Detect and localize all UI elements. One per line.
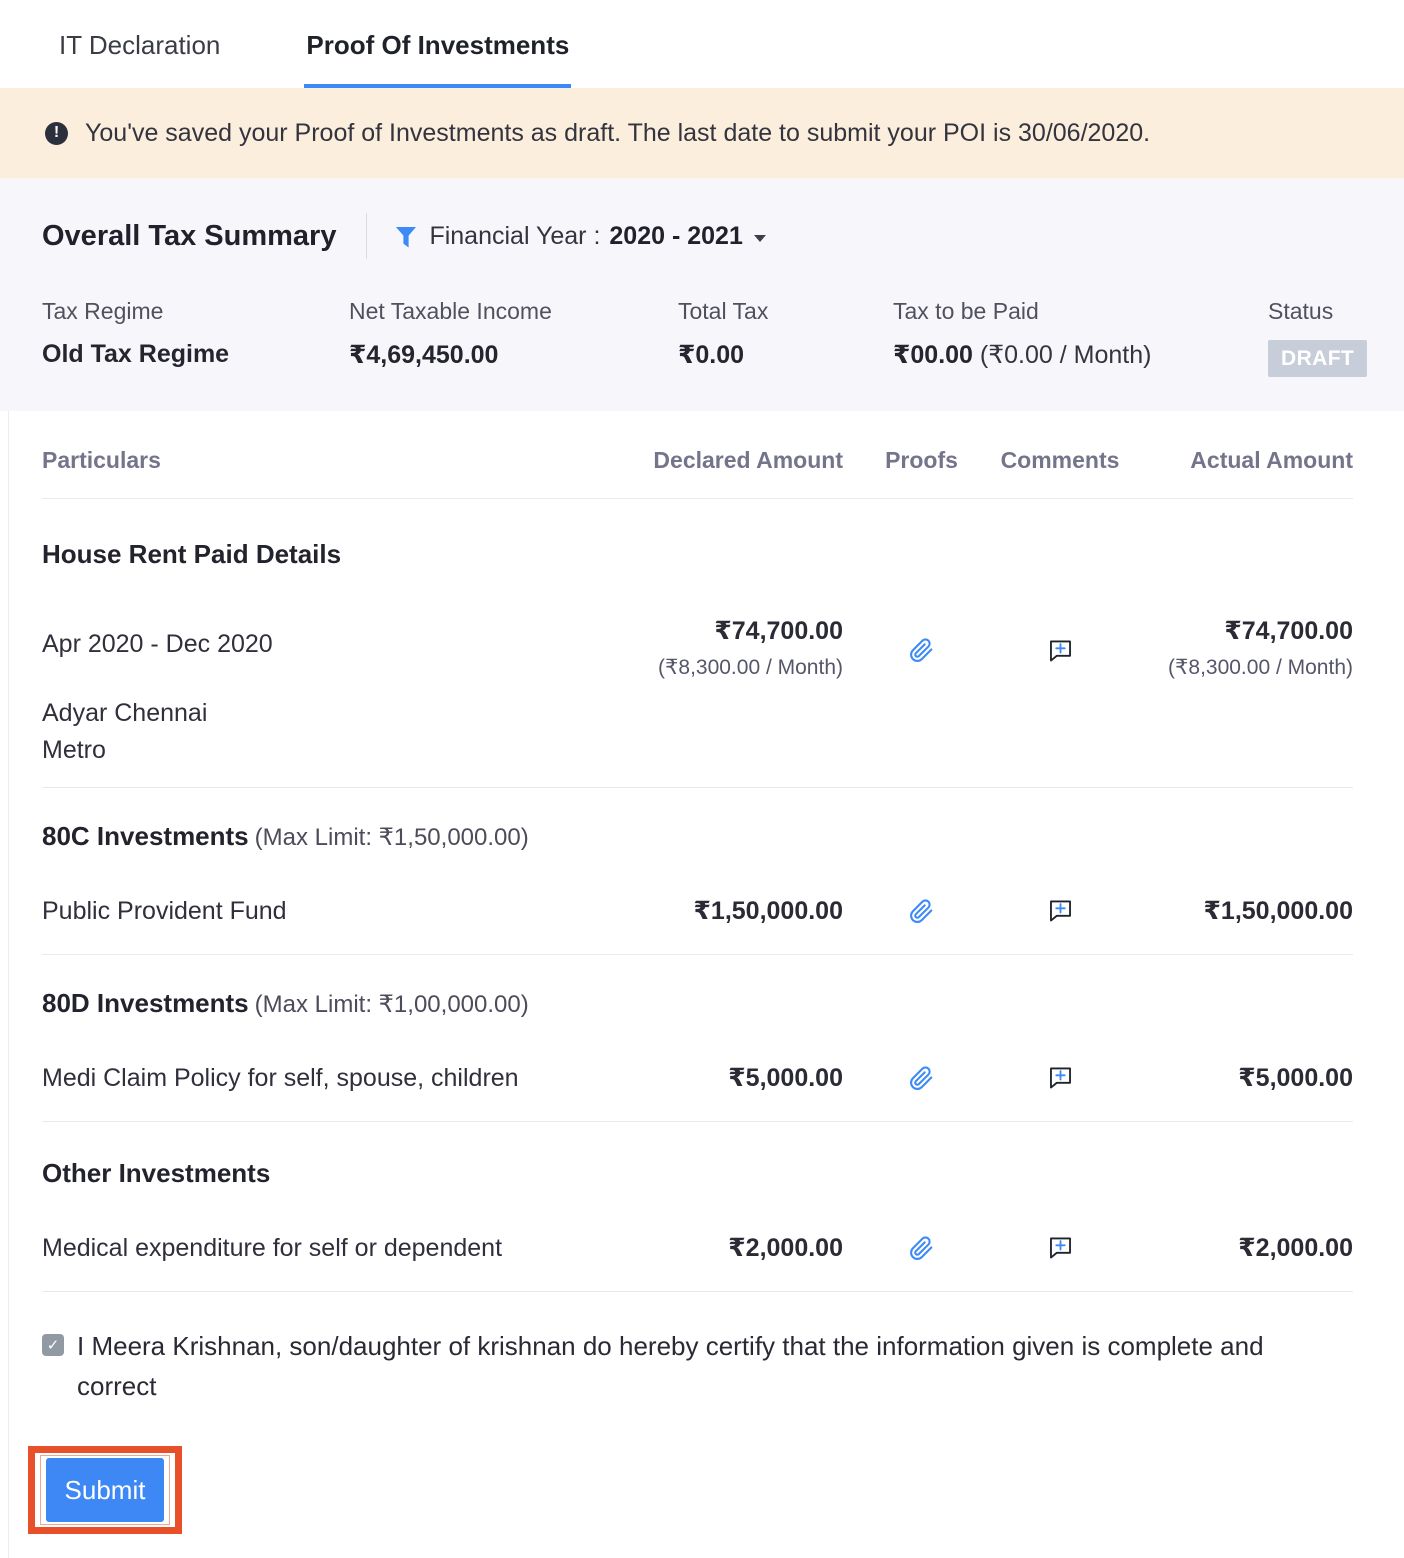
section-title: 80D Investments (Max Limit: ₹1,00,000.00): [42, 955, 1353, 1019]
tax-to-be-paid-amount: ₹00.00: [893, 341, 973, 369]
row-particulars: Public Provident Fund: [42, 896, 287, 925]
filter-funnel-icon: [396, 226, 417, 247]
declared-amount: ₹5,000.00: [728, 1064, 843, 1092]
add-comment-button[interactable]: [1047, 638, 1074, 664]
add-comment-button[interactable]: [1047, 898, 1074, 924]
actual-amount: ₹2,000.00: [1238, 1234, 1353, 1262]
field-value: Old Tax Regime: [42, 340, 230, 368]
actual-amount-monthly: (₹8,300.00 / Month): [1168, 656, 1353, 679]
field-label: Status: [1268, 298, 1334, 324]
col-declared-amount: Declared Amount: [653, 447, 843, 473]
section-title-text: 80C Investments: [42, 821, 249, 851]
field-total-tax: Total Tax ₹0.00: [678, 298, 893, 377]
chevron-down-icon: [753, 234, 766, 242]
row-particulars: Apr 2020 - Dec 2020 Adyar Chennai Metro: [42, 630, 620, 769]
alert-message: You've saved your Proof of Investments a…: [85, 118, 1151, 147]
actual-amount: ₹5,000.00: [1238, 1064, 1353, 1092]
table-header-row: Particulars Declared Amount Proofs Comme…: [42, 411, 1353, 499]
financial-year-label: Financial Year :: [429, 221, 601, 250]
section-title-text: Other Investments: [42, 1158, 271, 1188]
add-comment-icon: [1049, 1067, 1071, 1089]
section-max-limit: (Max Limit: ₹1,00,000.00): [254, 991, 529, 1018]
proof-attachment-button[interactable]: [909, 1235, 934, 1261]
field-status: Status DRAFT: [1268, 298, 1368, 377]
tab-it-declaration[interactable]: IT Declaration: [59, 29, 221, 60]
section-80c: 80C Investments (Max Limit: ₹1,50,000.00)…: [42, 788, 1353, 955]
rent-city-type: Metro: [42, 736, 106, 764]
draft-alert-banner: You've saved your Proof of Investments a…: [0, 88, 1404, 178]
section-title: Other Investments: [42, 1122, 1353, 1189]
proof-attachment-button[interactable]: [909, 1065, 934, 1091]
field-label: Tax to be Paid: [893, 298, 1039, 324]
actual-amount-cell: ₹74,700.00 (₹8,300.00 / Month): [1120, 616, 1353, 680]
exclamation-circle-icon: [45, 121, 68, 145]
declared-amount: ₹2,000.00: [728, 1234, 843, 1262]
declared-amount-cell: ₹74,700.00 (₹8,300.00 / Month): [620, 616, 843, 680]
row-particulars: Medical expenditure for self or dependen…: [42, 1233, 503, 1262]
tabs-bar: IT Declaration Proof Of Investments: [0, 0, 1404, 88]
vertical-divider: [366, 213, 368, 259]
section-max-limit: (Max Limit: ₹1,50,000.00): [254, 824, 529, 851]
add-comment-icon: [1049, 640, 1071, 662]
col-particulars: Particulars: [42, 447, 161, 473]
field-value: ₹0.00: [678, 341, 745, 369]
paperclip-icon: [910, 1065, 933, 1090]
add-comment-button[interactable]: [1047, 1065, 1074, 1091]
section-other-investments: Other Investments Medical expenditure fo…: [42, 1122, 1353, 1292]
status-badge: DRAFT: [1268, 340, 1368, 377]
annotation-highlight-box: Submit: [28, 1446, 182, 1534]
tax-to-be-paid-monthly: (₹0.00 / Month): [979, 341, 1152, 369]
certification-text: I Meera Krishnan, son/daughter of krishn…: [77, 1331, 1264, 1401]
summary-fields-row: Tax Regime Old Tax Regime Net Taxable In…: [42, 298, 1368, 377]
add-comment-button[interactable]: [1047, 1235, 1074, 1261]
paperclip-icon: [910, 898, 933, 923]
table-row-ppf: Public Provident Fund ₹1,50,000.00: [42, 852, 1353, 955]
section-title-text: 80D Investments: [42, 988, 249, 1018]
declared-amount: ₹74,700.00: [714, 617, 843, 645]
col-actual-amount: Actual Amount: [1190, 447, 1353, 473]
overall-tax-summary-section: Overall Tax Summary Financial Year : 202…: [0, 178, 1404, 411]
section-80d: 80D Investments (Max Limit: ₹1,00,000.00)…: [42, 955, 1353, 1122]
field-tax-regime: Tax Regime Old Tax Regime: [42, 298, 349, 377]
proof-attachment-button[interactable]: [909, 638, 934, 663]
table-row-medi-claim: Medi Claim Policy for self, spouse, chil…: [42, 1019, 1353, 1122]
tab-proof-of-investments[interactable]: Proof Of Investments: [304, 0, 572, 88]
add-comment-icon: [1049, 900, 1071, 922]
row-particulars: Medi Claim Policy for self, spouse, chil…: [42, 1063, 519, 1092]
add-comment-icon: [1049, 1237, 1071, 1259]
financial-year-value: 2020 - 2021: [609, 221, 743, 250]
section-house-rent: House Rent Paid Details Apr 2020 - Dec 2…: [42, 499, 1353, 788]
declared-amount-monthly: (₹8,300.00 / Month): [658, 656, 843, 679]
field-label: Total Tax: [678, 298, 769, 324]
proof-attachment-button[interactable]: [909, 898, 934, 924]
declared-amount: ₹1,50,000.00: [693, 897, 843, 925]
rent-address: Adyar Chennai: [42, 699, 208, 727]
investments-table: Particulars Declared Amount Proofs Comme…: [0, 411, 1404, 1292]
table-row-medical-expenditure: Medical expenditure for self or dependen…: [42, 1189, 1353, 1292]
field-label: Tax Regime: [42, 298, 164, 324]
table-row-house-rent: Apr 2020 - Dec 2020 Adyar Chennai Metro …: [42, 570, 1353, 788]
field-label: Net Taxable Income: [349, 298, 552, 324]
actual-amount: ₹74,700.00: [1224, 617, 1353, 645]
certify-checkbox-checked-icon[interactable]: [42, 1334, 64, 1356]
actual-amount: ₹1,50,000.00: [1203, 897, 1353, 925]
paperclip-icon: [910, 1235, 933, 1260]
section-title: 80C Investments (Max Limit: ₹1,50,000.00): [42, 788, 1353, 852]
paperclip-icon: [910, 638, 933, 662]
field-tax-to-be-paid: Tax to be Paid ₹00.00 (₹0.00 / Month): [893, 298, 1268, 377]
summary-title: Overall Tax Summary: [42, 219, 337, 252]
section-title: House Rent Paid Details: [42, 539, 342, 569]
field-net-taxable-income: Net Taxable Income ₹4,69,450.00: [349, 298, 678, 377]
left-edge-divider: [8, 0, 9, 1558]
col-comments: Comments: [1000, 447, 1120, 473]
financial-year-filter[interactable]: Financial Year : 2020 - 2021: [396, 221, 766, 251]
submit-button[interactable]: Submit: [46, 1458, 164, 1522]
field-value: ₹00.00 (₹0.00 / Month): [893, 340, 1268, 370]
rent-period: Apr 2020 - Dec 2020: [42, 630, 273, 658]
certification-row: I Meera Krishnan, son/daughter of krishn…: [0, 1292, 1404, 1406]
col-proofs: Proofs: [885, 447, 958, 473]
field-value: ₹4,69,450.00: [349, 341, 499, 369]
